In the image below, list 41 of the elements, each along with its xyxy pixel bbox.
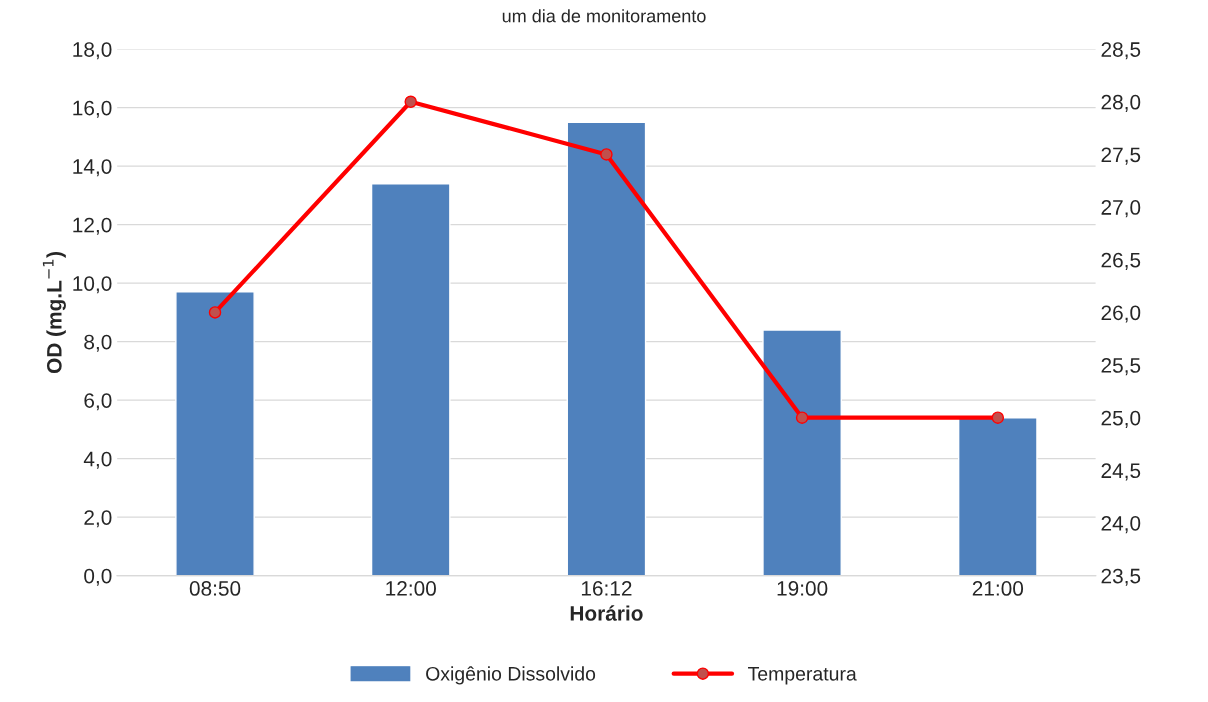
bar: [566, 121, 647, 576]
x-axis-title: Horário: [570, 605, 643, 621]
y2-tick-label: 24,5: [1101, 463, 1141, 481]
y-tick-label: 16,0: [73, 100, 112, 118]
y-tick-label: 12,0: [73, 217, 112, 235]
y2-tick-label: 26,5: [1101, 252, 1141, 270]
y-axis-title: OD (mg.L$^{−1}$): [42, 252, 66, 374]
y2-tick-label: 27,5: [1101, 147, 1141, 165]
x-tick-label: 12:00: [386, 581, 436, 596]
y-tick-label: 0,0: [84, 568, 112, 586]
point: [795, 411, 809, 424]
y-tick-label: 18,0: [73, 42, 112, 60]
y-tick-label: 2,0: [84, 510, 112, 528]
bar: [175, 291, 255, 576]
y-tick-label: 6,0: [84, 393, 112, 411]
y2-tick-label: 26,0: [1101, 305, 1141, 323]
y2-tick-label: 25,5: [1101, 358, 1141, 376]
point: [991, 411, 1005, 424]
x-tick-label: 19:00: [777, 581, 828, 596]
y-tick-label: 14,0: [73, 159, 112, 177]
y2-tick-label: 28,5: [1101, 42, 1141, 60]
bar: [370, 182, 451, 576]
y2-tick-label: 25,0: [1101, 410, 1141, 428]
x-tick-label: 08:50: [189, 581, 241, 596]
point: [404, 95, 417, 109]
legend-label: Oxigênio Dissolvido: [426, 666, 596, 685]
legend-label: Temperatura: [748, 667, 857, 685]
y-tick-label: 8,0: [84, 334, 112, 352]
bar: [762, 329, 842, 576]
y2-tick-label: 27,0: [1101, 200, 1141, 218]
x-tick-label: 16:12: [581, 581, 632, 596]
chart-title: um dia de monitoramento: [502, 9, 706, 23]
y-tick-label: 4,0: [83, 451, 112, 469]
bar: [957, 416, 1038, 576]
y2-tick-label: 28,0: [1101, 94, 1141, 112]
point: [600, 148, 613, 161]
y2-tick-label: 24,0: [1101, 515, 1141, 534]
x-tick-label: 21:00: [972, 581, 1024, 596]
point: [208, 306, 222, 319]
y-tick-label: 10,0: [73, 276, 112, 294]
y2-tick-label: 23,5: [1101, 568, 1141, 586]
